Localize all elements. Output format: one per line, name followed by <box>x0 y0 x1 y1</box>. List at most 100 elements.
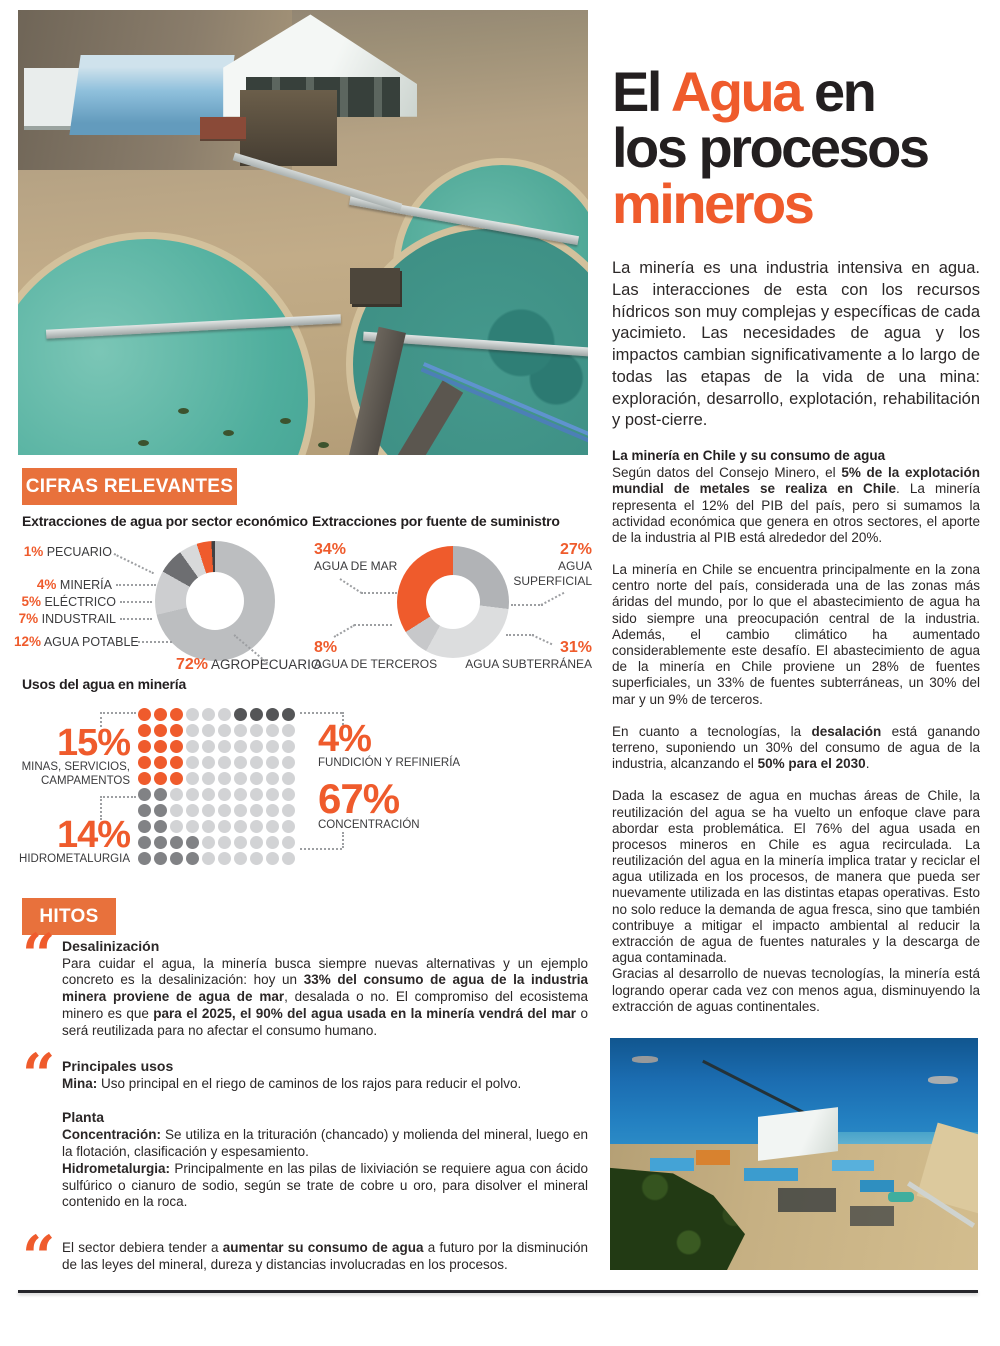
photo-central-hub <box>350 268 400 304</box>
waffle-dot <box>154 852 167 865</box>
chart-fuente-title: Extracciones por fuente de suministro <box>312 513 560 529</box>
hitos-header: HITOS <box>22 898 116 935</box>
waffle-dot <box>170 772 183 785</box>
quote-icon: “ <box>22 1041 56 1109</box>
waffle-dot <box>170 708 183 721</box>
waffle-dot <box>170 852 183 865</box>
label-hidrometalurgia: 14% HIDROMETALURGIA <box>19 814 131 865</box>
waffle-dot <box>234 756 247 769</box>
waffle-dot <box>186 788 199 801</box>
title-line-1: El Agua en <box>612 60 877 123</box>
waffle-dot <box>250 804 263 817</box>
chart-usos-title: Usos del agua en minería <box>22 676 187 692</box>
photo-thickener-pool-left <box>18 232 315 455</box>
article-column: El Agua en los procesos mineros La miner… <box>612 0 980 1015</box>
quote-principales-usos: “ Principales usos Mina: Uso principal e… <box>22 1046 588 1211</box>
waffle-chart-usos <box>138 708 295 865</box>
label-agua-de-mar: 34% AGUA DE MAR <box>314 541 398 573</box>
waffle-dot <box>138 756 151 769</box>
waffle-dot <box>218 836 231 849</box>
waffle-dot <box>202 756 215 769</box>
photo-shrub <box>138 440 149 446</box>
waffle-dot <box>154 820 167 833</box>
label-fundicion-refineria: 4% FUNDICIÓN Y REFINIERÍA <box>318 718 461 769</box>
waffle-dot <box>154 804 167 817</box>
leader-line <box>138 641 172 643</box>
photo-dark-pond <box>850 1206 894 1226</box>
quote-text: Mina: Uso principal en el riego de camin… <box>62 1075 522 1091</box>
waffle-dot <box>282 740 295 753</box>
waffle-dot <box>138 772 151 785</box>
photo-blue-building <box>860 1180 894 1192</box>
waffle-dot <box>266 756 279 769</box>
article-paragraph: Dada la escasez de agua en muchas áreas … <box>612 788 980 966</box>
waffle-dot <box>202 820 215 833</box>
title-line-2: los procesos <box>612 116 930 179</box>
mine-aerial-photo <box>18 10 588 455</box>
waffle-dot <box>282 772 295 785</box>
quote-text: Para cuidar el agua, la minería busca si… <box>62 955 588 1039</box>
waffle-dot <box>154 788 167 801</box>
waffle-dot <box>170 804 183 817</box>
photo-teal-tanks <box>888 1192 914 1202</box>
waffle-dot <box>154 756 167 769</box>
waffle-dot <box>282 788 295 801</box>
photo-blue-building <box>650 1158 694 1171</box>
waffle-dot <box>250 756 263 769</box>
waffle-dot <box>202 708 215 721</box>
waffle-dot <box>186 804 199 817</box>
waffle-dot <box>154 724 167 737</box>
waffle-dot <box>234 804 247 817</box>
label-concentracion: 67% CONCENTRACIÓN <box>318 775 420 831</box>
waffle-dot <box>202 836 215 849</box>
bracket-line <box>100 796 136 798</box>
intro-paragraph: La minería es una industria intensiva en… <box>612 259 980 430</box>
waffle-dot <box>202 788 215 801</box>
waffle-dot <box>282 852 295 865</box>
donut-chart-fuente <box>397 546 509 658</box>
waffle-dot <box>186 836 199 849</box>
waffle-dot <box>186 724 199 737</box>
bracket-line <box>300 848 342 850</box>
quote-icon: “ <box>22 1223 56 1291</box>
cifras-relevantes-header: CIFRAS RELEVANTES <box>22 468 237 505</box>
waffle-dot <box>266 836 279 849</box>
waffle-dot <box>218 724 231 737</box>
waffle-dot <box>218 740 231 753</box>
bracket-line <box>342 712 344 725</box>
label-agua-superficial: 27% AGUA SUPERFICIAL <box>513 541 592 588</box>
label-mineria: 4% MINERÍA <box>36 577 112 592</box>
waffle-dot <box>234 740 247 753</box>
page-title: El Agua en los procesos mineros <box>612 64 980 232</box>
photo-shrub <box>223 430 234 436</box>
quote-heading: Principales usos <box>62 1058 174 1074</box>
waffle-dot <box>266 852 279 865</box>
label-agua-subterranea: 31% AGUA SUBTERRÁNEA <box>465 639 592 671</box>
waffle-dot <box>266 804 279 817</box>
waffle-dot <box>218 820 231 833</box>
waffle-dot <box>170 820 183 833</box>
waffle-dot <box>234 820 247 833</box>
waffle-dot <box>250 740 263 753</box>
leader-line <box>116 584 156 586</box>
photo-blue-building <box>832 1160 874 1171</box>
waffle-dot <box>250 788 263 801</box>
waffle-dot <box>186 756 199 769</box>
waffle-dot <box>218 756 231 769</box>
quote-desalinizacion: “ Desalinización Para cuidar el agua, la… <box>22 926 588 1040</box>
waffle-dot <box>202 740 215 753</box>
photo-ship <box>632 1056 658 1063</box>
waffle-dot <box>218 788 231 801</box>
waffle-dot <box>282 820 295 833</box>
leader-line <box>333 624 356 638</box>
leader-line <box>120 601 152 603</box>
waffle-dot <box>186 852 199 865</box>
waffle-dot <box>138 788 151 801</box>
label-agropecuario: 72% AGROPECUARIO <box>176 656 322 673</box>
waffle-dot <box>138 708 151 721</box>
quote-subheading: Planta <box>62 1109 105 1126</box>
photo-brown-shed <box>240 90 338 166</box>
bracket-line <box>100 796 102 820</box>
waffle-dot <box>266 788 279 801</box>
